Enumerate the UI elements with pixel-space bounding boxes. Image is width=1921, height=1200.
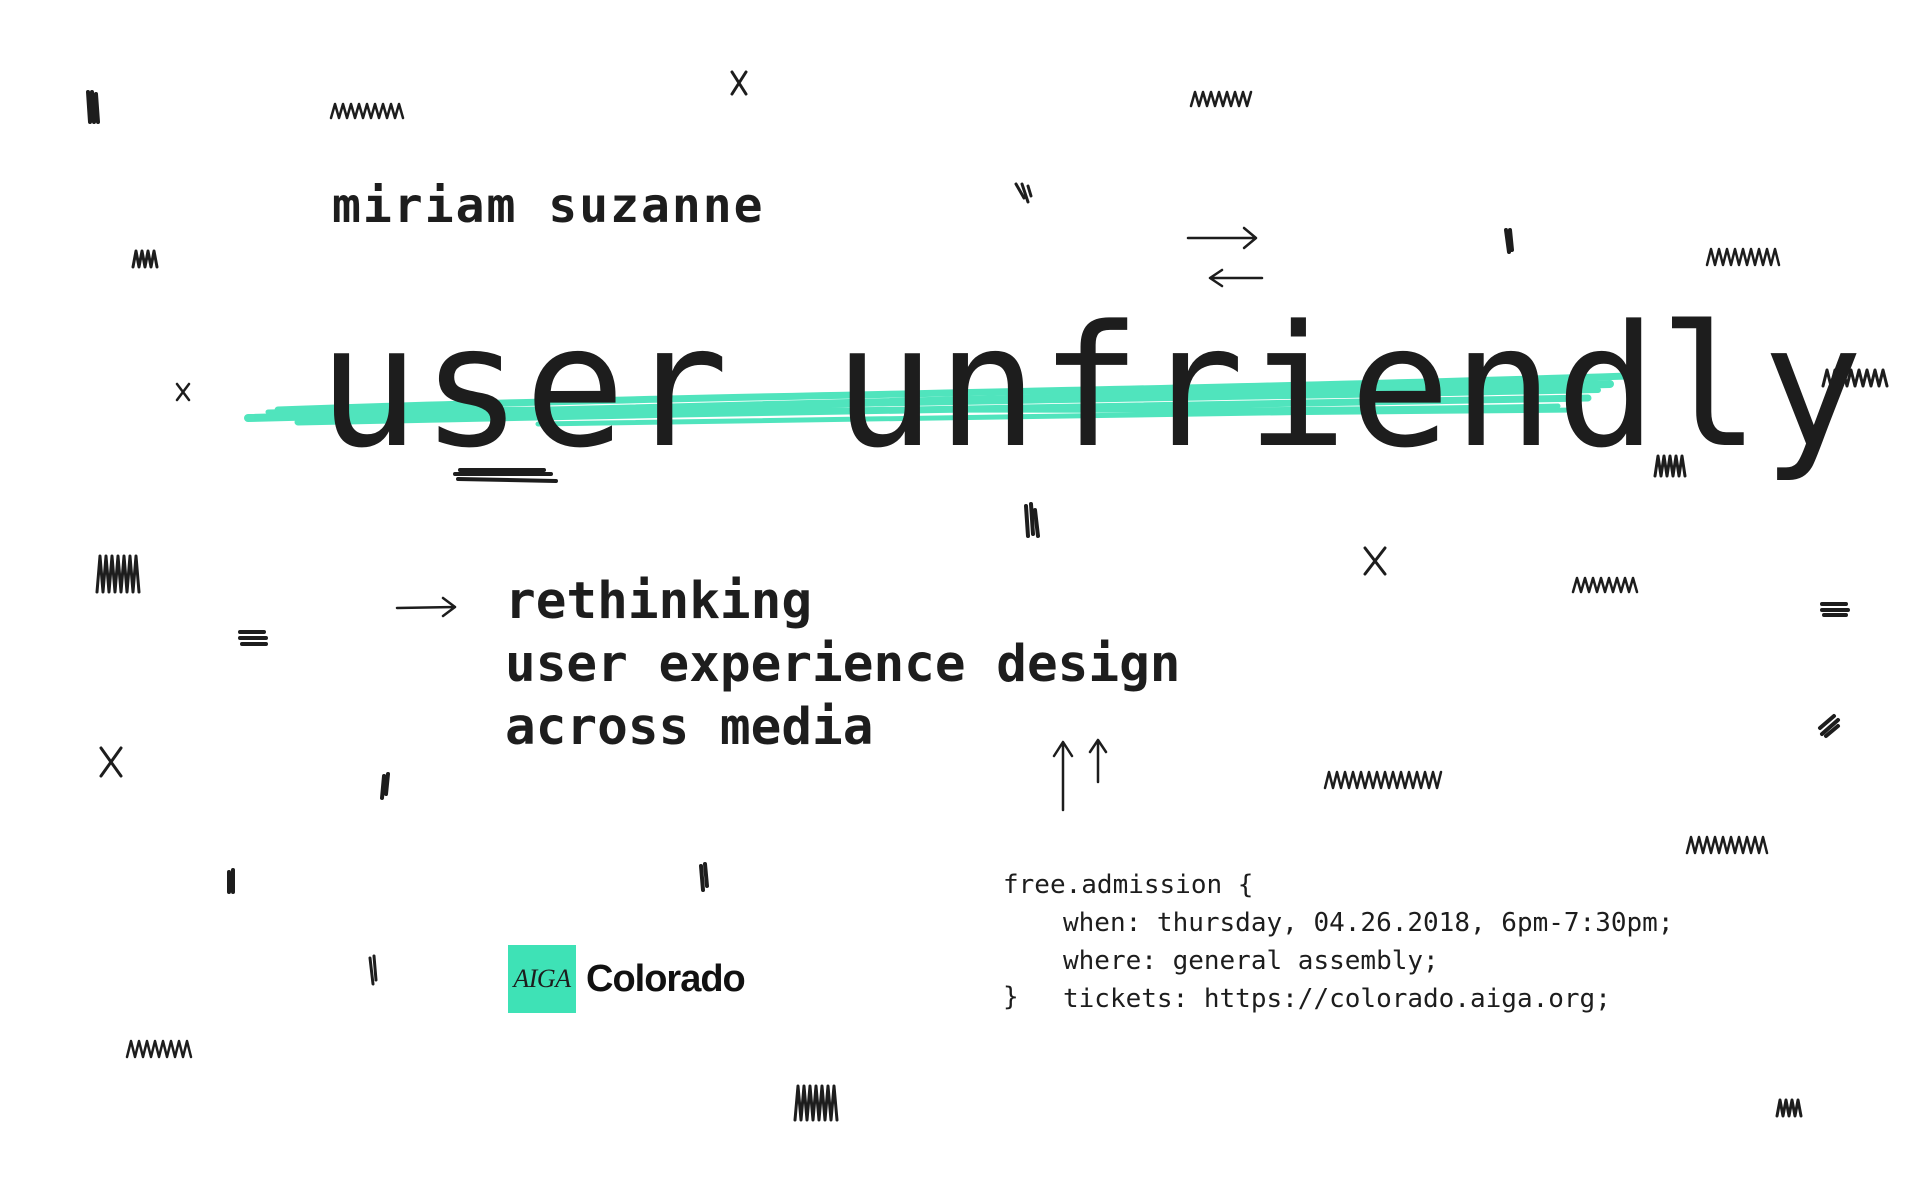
x-mark-icon xyxy=(99,746,123,778)
scribble-mark xyxy=(238,630,268,646)
right-arrow-icon xyxy=(395,596,457,618)
scribble-mark xyxy=(1820,602,1850,617)
x-mark-icon xyxy=(175,382,191,402)
event-details: free.admission { when: thursday, 04.26.2… xyxy=(1003,866,1673,1018)
scribble-mark xyxy=(793,1084,839,1122)
x-mark-icon xyxy=(730,70,748,96)
x-mark-icon xyxy=(1363,546,1387,576)
details-when: when: thursday, 04.26.2018, 6pm-7:30pm; xyxy=(1063,908,1674,938)
details-tickets: tickets: https://colorado.aiga.org; xyxy=(1063,984,1611,1014)
details-where: where: general assembly; xyxy=(1063,946,1439,976)
subtitle-line: across media xyxy=(505,698,874,757)
subtitle-line: user experience design xyxy=(505,635,1181,694)
scribble-mark xyxy=(368,954,378,986)
right-arrow-icon xyxy=(1186,226,1258,250)
subtitle-line: rethinking xyxy=(505,572,813,631)
event-subtitle: rethinking user experience design across… xyxy=(505,570,1181,759)
details-close: } xyxy=(1003,982,1019,1012)
scribble-mark xyxy=(699,862,709,892)
aiga-colorado-logo: AIGA Colorado xyxy=(508,945,746,1013)
aiga-logo-mark: AIGA xyxy=(508,945,576,1013)
scribble-mark xyxy=(125,1039,193,1059)
scribble-mark xyxy=(1504,228,1514,254)
scribble-mark xyxy=(131,249,159,269)
scribble-mark xyxy=(1014,182,1033,204)
left-arrow-icon xyxy=(1208,268,1264,288)
speaker-name: miriam suzanne xyxy=(332,178,765,234)
logo-chapter-name: Colorado xyxy=(586,957,746,1000)
strikethrough-highlight xyxy=(244,372,1632,427)
scribble-mark xyxy=(227,868,235,894)
scribble-mark xyxy=(329,102,405,120)
scribble-mark xyxy=(1685,835,1769,855)
scribble-mark xyxy=(95,554,141,594)
scribble-mark xyxy=(1571,576,1639,594)
details-open: free.admission { xyxy=(1003,870,1254,900)
scribble-mark xyxy=(1775,1098,1803,1118)
scribble-mark xyxy=(1818,714,1840,738)
scribble-mark xyxy=(86,90,100,124)
scribble-mark xyxy=(380,772,390,800)
scribble-mark xyxy=(1705,247,1781,267)
scribble-mark xyxy=(1189,90,1253,108)
title-block: user unfriendly xyxy=(244,292,1863,482)
scribble-mark xyxy=(1024,502,1040,538)
event-title: user unfriendly xyxy=(318,289,1866,485)
scribble-mark xyxy=(1323,770,1443,790)
